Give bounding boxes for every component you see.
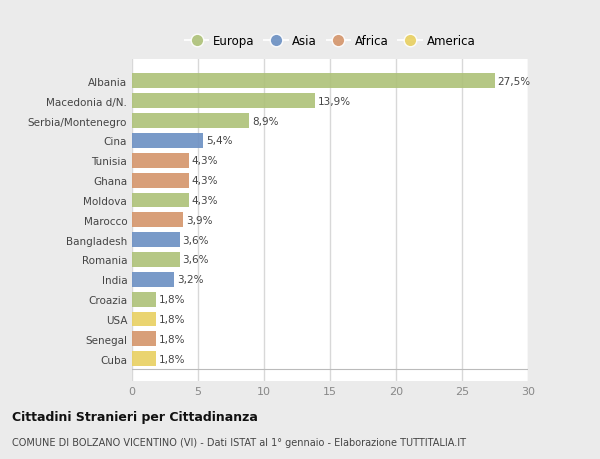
Bar [132, 193, 189, 208]
Text: COMUNE DI BOLZANO VICENTINO (VI) - Dati ISTAT al 1° gennaio - Elaborazione TUTTI: COMUNE DI BOLZANO VICENTINO (VI) - Dati … [12, 437, 466, 447]
Text: 3,9%: 3,9% [186, 215, 212, 225]
Text: 8,9%: 8,9% [252, 116, 278, 126]
Text: 4,3%: 4,3% [191, 196, 218, 206]
Bar [132, 292, 156, 307]
Legend: Europa, Asia, Africa, America: Europa, Asia, Africa, America [180, 30, 480, 53]
Text: 27,5%: 27,5% [497, 77, 531, 87]
Text: 1,8%: 1,8% [158, 295, 185, 304]
Bar [132, 332, 156, 347]
Bar [132, 233, 179, 247]
Text: Cittadini Stranieri per Cittadinanza: Cittadini Stranieri per Cittadinanza [12, 410, 258, 423]
Text: 3,2%: 3,2% [177, 275, 203, 285]
Bar [132, 272, 174, 287]
Text: 1,8%: 1,8% [158, 354, 185, 364]
Bar [132, 352, 156, 366]
Text: 1,8%: 1,8% [158, 334, 185, 344]
Text: 4,3%: 4,3% [191, 176, 218, 186]
Bar [132, 94, 316, 109]
Bar [132, 174, 189, 188]
Bar [132, 134, 203, 149]
Bar [132, 114, 250, 129]
Text: 13,9%: 13,9% [318, 96, 351, 106]
Text: 4,3%: 4,3% [191, 156, 218, 166]
Bar [132, 153, 189, 168]
Bar [132, 74, 495, 89]
Bar [132, 252, 179, 267]
Text: 1,8%: 1,8% [158, 314, 185, 325]
Bar [132, 312, 156, 327]
Text: 3,6%: 3,6% [182, 255, 209, 265]
Text: 5,4%: 5,4% [206, 136, 232, 146]
Bar [132, 213, 184, 228]
Text: 3,6%: 3,6% [182, 235, 209, 245]
